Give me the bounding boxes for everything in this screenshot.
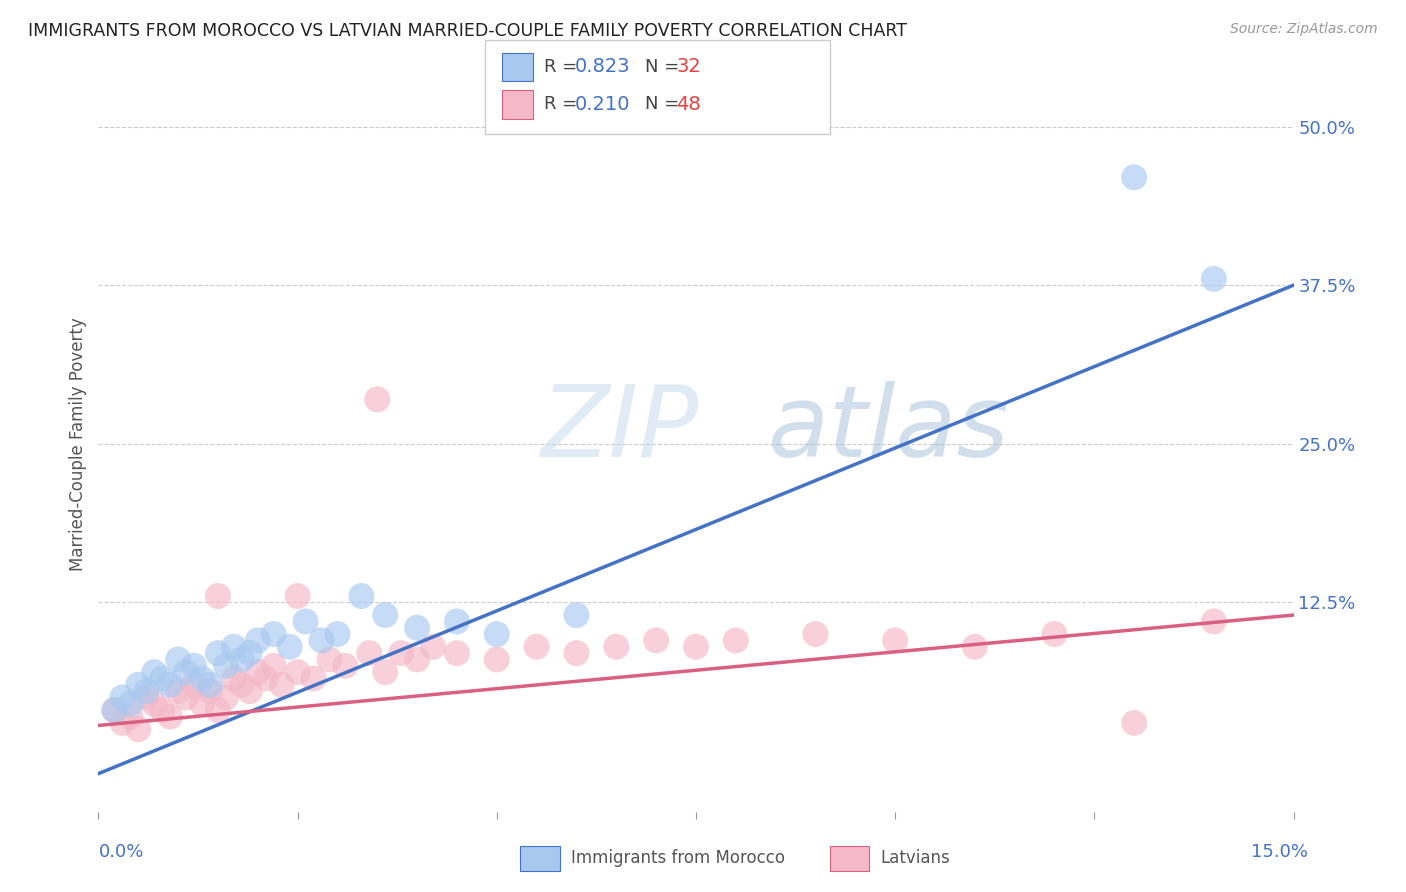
Point xyxy=(318,652,340,666)
Point xyxy=(1123,715,1146,730)
Point xyxy=(374,608,396,623)
Point xyxy=(446,615,468,629)
Point xyxy=(406,621,429,635)
Point xyxy=(254,672,277,686)
Point xyxy=(103,703,125,717)
Point xyxy=(565,646,588,660)
Point xyxy=(191,672,214,686)
Text: 32: 32 xyxy=(676,57,702,77)
Point xyxy=(111,715,134,730)
Point xyxy=(884,633,907,648)
Point xyxy=(111,690,134,705)
Point xyxy=(174,665,197,680)
Point xyxy=(326,627,349,641)
Text: 0.823: 0.823 xyxy=(575,57,631,77)
Point xyxy=(605,640,627,654)
Text: 15.0%: 15.0% xyxy=(1250,843,1308,861)
Text: ZIP: ZIP xyxy=(541,381,699,477)
Point xyxy=(135,690,157,705)
Point xyxy=(198,678,221,692)
Point xyxy=(311,633,333,648)
Point xyxy=(335,658,357,673)
Point xyxy=(159,678,181,692)
Point xyxy=(159,709,181,723)
Text: N =: N = xyxy=(645,95,685,113)
Text: 0.0%: 0.0% xyxy=(98,843,143,861)
Text: IMMIGRANTS FROM MOROCCO VS LATVIAN MARRIED-COUPLE FAMILY POVERTY CORRELATION CHA: IMMIGRANTS FROM MOROCCO VS LATVIAN MARRI… xyxy=(28,22,907,40)
Point xyxy=(302,672,325,686)
Point xyxy=(263,658,285,673)
Point xyxy=(231,678,253,692)
Point xyxy=(389,646,412,660)
Point xyxy=(1202,615,1225,629)
Point xyxy=(1202,272,1225,286)
Point xyxy=(191,697,214,711)
Point xyxy=(359,646,381,660)
Point xyxy=(565,608,588,623)
Point xyxy=(174,690,197,705)
Point xyxy=(422,640,444,654)
Point xyxy=(485,652,508,666)
Point xyxy=(294,615,316,629)
Point xyxy=(150,672,173,686)
Point xyxy=(143,665,166,680)
Point xyxy=(263,627,285,641)
Point xyxy=(526,640,548,654)
Point xyxy=(127,723,149,737)
Text: atlas: atlas xyxy=(768,381,1010,477)
Point xyxy=(239,646,262,660)
Y-axis label: Married-Couple Family Poverty: Married-Couple Family Poverty xyxy=(69,317,87,571)
Point xyxy=(143,697,166,711)
Point xyxy=(183,678,205,692)
Point xyxy=(406,652,429,666)
Point xyxy=(222,640,245,654)
Point xyxy=(278,640,301,654)
Point xyxy=(222,672,245,686)
Point xyxy=(231,652,253,666)
Point xyxy=(485,627,508,641)
Text: Latvians: Latvians xyxy=(880,849,950,867)
Point xyxy=(120,709,142,723)
Point xyxy=(1123,170,1146,185)
Text: R =: R = xyxy=(544,95,583,113)
Point xyxy=(207,589,229,603)
Point xyxy=(645,633,668,648)
Point xyxy=(198,684,221,698)
Point xyxy=(446,646,468,660)
Point xyxy=(239,684,262,698)
Text: 48: 48 xyxy=(676,95,702,114)
Text: Source: ZipAtlas.com: Source: ZipAtlas.com xyxy=(1230,22,1378,37)
Text: R =: R = xyxy=(544,58,583,76)
Point xyxy=(1043,627,1066,641)
Point xyxy=(246,633,269,648)
Point xyxy=(183,658,205,673)
Point xyxy=(103,703,125,717)
Point xyxy=(350,589,373,603)
Text: Immigrants from Morocco: Immigrants from Morocco xyxy=(571,849,785,867)
Text: N =: N = xyxy=(645,58,685,76)
Point xyxy=(724,633,747,648)
Point xyxy=(685,640,707,654)
Point xyxy=(270,678,292,692)
Point xyxy=(167,652,190,666)
Point xyxy=(135,684,157,698)
Point xyxy=(374,665,396,680)
Point xyxy=(366,392,388,407)
Point xyxy=(215,658,238,673)
Point xyxy=(120,697,142,711)
Text: 0.210: 0.210 xyxy=(575,95,630,114)
Point xyxy=(287,665,309,680)
Point xyxy=(167,684,190,698)
Point xyxy=(287,589,309,603)
Point xyxy=(963,640,986,654)
Point xyxy=(207,646,229,660)
Point xyxy=(246,665,269,680)
Point xyxy=(804,627,827,641)
Point xyxy=(207,703,229,717)
Point xyxy=(150,703,173,717)
Point xyxy=(215,690,238,705)
Point xyxy=(127,678,149,692)
